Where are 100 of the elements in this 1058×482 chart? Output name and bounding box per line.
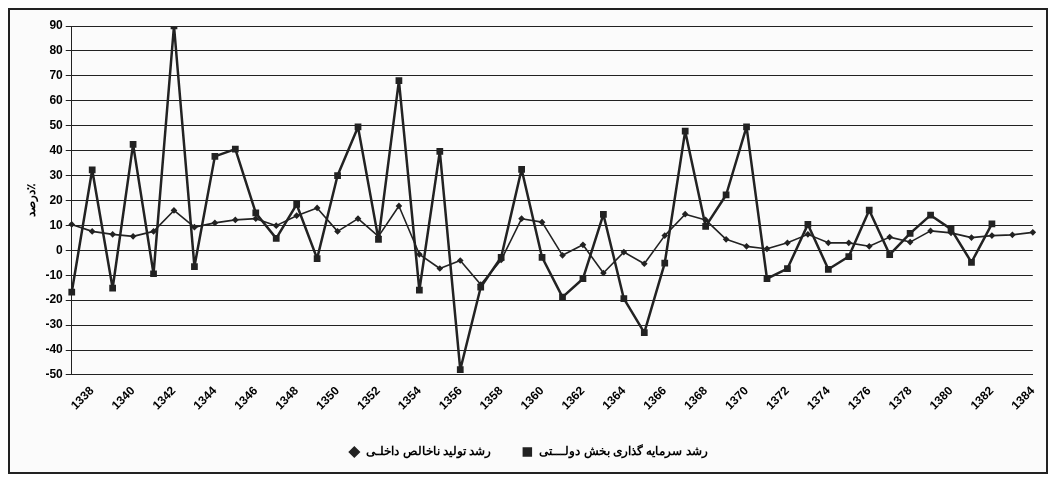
point: [682, 211, 689, 218]
point: [313, 255, 321, 262]
point: [334, 228, 341, 235]
point: [763, 245, 770, 252]
point: [988, 232, 995, 239]
point: [845, 239, 852, 246]
point: [354, 123, 362, 131]
point: [109, 284, 117, 292]
point: [784, 239, 791, 246]
y-tick-label: 30: [49, 167, 64, 182]
point: [968, 258, 975, 266]
point: [68, 288, 76, 296]
point: [293, 201, 301, 208]
point: [620, 295, 628, 303]
point: [579, 241, 586, 248]
point: [702, 216, 709, 223]
point: [784, 265, 791, 272]
point: [865, 206, 873, 214]
point: [968, 234, 975, 241]
point: [661, 259, 669, 267]
y-tick-label: 20: [49, 192, 64, 207]
point: [640, 329, 648, 336]
point: [272, 234, 280, 242]
y-tick-label: 80: [49, 43, 64, 58]
point: [538, 253, 546, 261]
y-axis-title: درصد٪: [23, 182, 39, 217]
point: [130, 233, 137, 240]
y-tick-label: 0: [56, 242, 64, 257]
point: [988, 220, 996, 228]
point: [620, 249, 627, 256]
point: [211, 219, 218, 226]
point: [907, 239, 914, 246]
y-tick-label: 50: [49, 118, 64, 133]
point: [681, 127, 689, 135]
point: [722, 191, 730, 199]
y-tick-label: 10: [49, 217, 64, 232]
point: [109, 231, 116, 238]
point: [763, 275, 771, 283]
point: [661, 232, 668, 239]
y-tick-label: 60: [49, 93, 64, 108]
point: [559, 252, 566, 259]
point: [170, 207, 177, 214]
point: [150, 270, 157, 278]
legend-label: رشد سرمایه گذاری بخش دولـــتی: [539, 443, 708, 460]
point: [559, 293, 566, 301]
legend-label: رشد تولید ناخالص داخلـی: [366, 444, 492, 460]
point: [539, 219, 546, 226]
point: [395, 77, 403, 84]
point: [1029, 229, 1036, 236]
point: [825, 239, 832, 246]
point: [436, 265, 443, 272]
point: [702, 223, 710, 230]
y-tick-label: -40: [45, 342, 64, 357]
point: [395, 202, 402, 209]
point: [579, 275, 587, 283]
point: [252, 215, 259, 222]
point: [252, 209, 260, 217]
point: [457, 257, 464, 264]
point: [314, 204, 321, 211]
point: [89, 228, 96, 235]
point: [88, 166, 96, 174]
point: [866, 243, 873, 250]
point: [129, 141, 137, 148]
point: [518, 165, 525, 173]
point: [927, 211, 934, 219]
point: [906, 230, 914, 237]
point: [211, 152, 219, 160]
point: [723, 236, 730, 243]
y-tick-label: 70: [49, 68, 64, 83]
y-tick-label: -10: [45, 267, 64, 282]
y-tick-label: -50: [45, 367, 64, 382]
point: [293, 212, 300, 219]
point: [804, 221, 812, 228]
point: [743, 243, 750, 250]
point: [824, 265, 832, 273]
point: [273, 222, 280, 229]
point: [191, 224, 198, 231]
point: [191, 263, 198, 270]
point: [231, 145, 239, 153]
point: [641, 260, 648, 267]
point: [1009, 231, 1016, 238]
y-tick-label: -30: [45, 317, 64, 332]
point: [845, 253, 853, 260]
point: [334, 172, 341, 179]
point: [232, 216, 239, 223]
y-tick-label: -20: [45, 292, 64, 307]
point: [355, 215, 362, 222]
point: [886, 251, 894, 258]
point: [416, 251, 423, 258]
point: [804, 231, 811, 238]
point: [743, 123, 750, 131]
point: [456, 366, 464, 374]
point: [927, 227, 934, 234]
point: [416, 286, 423, 294]
point: [518, 215, 525, 222]
y-tick-label: 90: [49, 18, 64, 33]
point: [886, 234, 893, 241]
point: [436, 148, 444, 155]
point: [150, 228, 157, 235]
point: [600, 270, 607, 276]
